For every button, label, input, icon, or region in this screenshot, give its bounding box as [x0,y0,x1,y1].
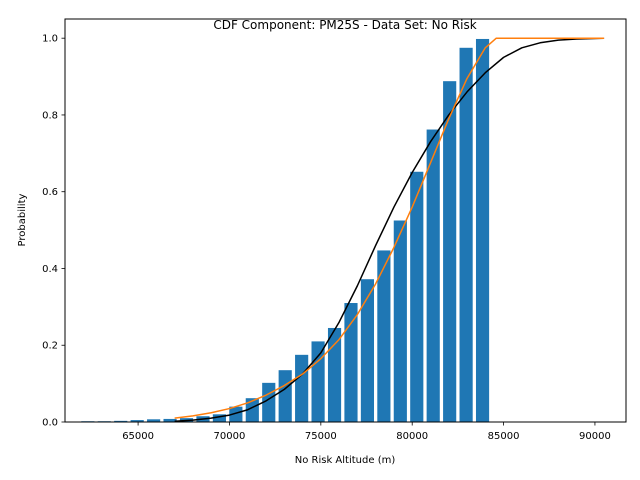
bar [393,220,407,422]
y-axis-ticks: 0.0 0.2 0.4 0.6 0.8 1.0 [42,34,65,429]
bar [245,398,259,422]
bar [327,327,342,422]
bar [295,354,309,422]
bar [147,419,161,422]
bar [344,303,358,422]
y-tick-label: 0.4 [42,264,58,275]
x-tick-label: 85000 [488,431,520,442]
plot-frame [64,18,627,423]
bar [114,420,128,422]
y-tick-label: 0.0 [42,418,58,429]
x-axis-ticks: 65000 70000 75000 80000 85000 90000 [122,422,611,442]
x-tick-label: 75000 [305,431,337,442]
bar [130,420,144,422]
x-tick-label: 90000 [579,431,611,442]
chart-title: CDF Component: PM25S - Data Set: No Risk [213,18,476,32]
lines-layer [174,37,605,422]
y-axis-label: Probability [17,193,28,246]
bar [311,341,325,422]
bar [360,279,375,422]
bar [426,129,440,423]
bar [229,406,243,422]
x-tick-label: 80000 [396,431,428,442]
series-line-1 [174,37,605,422]
bar [212,414,226,422]
bar [163,418,177,422]
x-tick-label: 65000 [122,431,154,442]
y-tick-label: 0.8 [42,110,58,121]
bars-layer [81,38,490,423]
y-tick-label: 0.2 [42,341,58,352]
bar [443,81,457,423]
x-axis-label: No Risk Altitude (m) [295,455,396,466]
y-tick-label: 0.6 [42,187,58,198]
bar [278,370,292,422]
bar [459,47,473,422]
x-tick-label: 70000 [214,431,246,442]
series-line-2 [174,37,605,419]
bar [377,250,391,422]
bar [475,38,490,423]
y-tick-label: 1.0 [42,34,58,45]
bar [410,171,424,422]
